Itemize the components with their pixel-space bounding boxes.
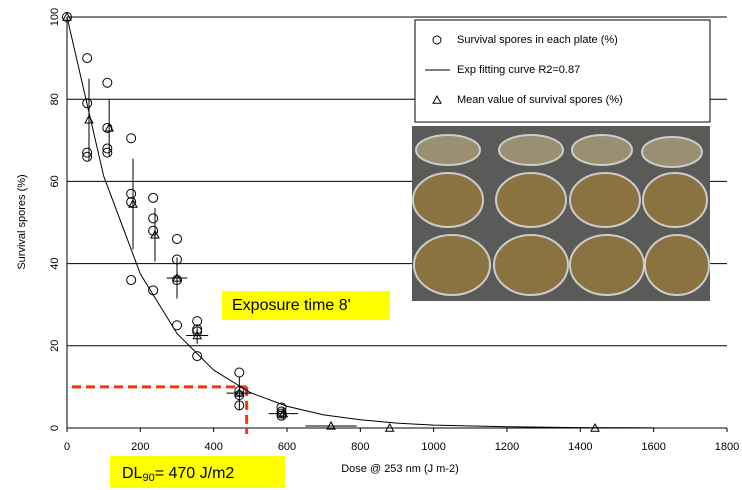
x-tick-label: 1600 — [641, 441, 665, 453]
x-tick-label: 1000 — [421, 441, 445, 453]
x-tick-label: 800 — [351, 441, 369, 453]
x-axis-label: Dose @ 253 nm (J m-2) — [341, 463, 459, 475]
y-tick-label: 100 — [49, 8, 61, 26]
data-point — [83, 54, 92, 63]
x-tick-label: 200 — [131, 441, 149, 453]
data-point — [235, 368, 244, 377]
y-tick-label: 0 — [49, 425, 61, 431]
data-point — [149, 214, 158, 223]
x-tick-label: 600 — [278, 441, 296, 453]
annotation: DL90= 470 J/m2 — [122, 465, 234, 484]
data-point — [127, 134, 136, 143]
data-point — [149, 193, 158, 202]
x-tick-label: 1400 — [568, 441, 592, 453]
y-tick-label: 60 — [49, 175, 61, 187]
y-tick-label: 40 — [49, 257, 61, 269]
y-tick-label: 80 — [49, 93, 61, 105]
x-tick-label: 1800 — [715, 441, 739, 453]
x-tick-label: 400 — [204, 441, 222, 453]
data-point — [193, 317, 202, 326]
legend-label: Survival spores in each plate (%) — [457, 34, 618, 46]
data-point — [173, 234, 182, 243]
data-point — [127, 189, 136, 198]
annotation: Exposure time 8' — [232, 297, 351, 314]
data-point — [127, 276, 136, 285]
legend-label: Mean value of survival spores (%) — [457, 94, 623, 106]
y-tick-label: 20 — [49, 340, 61, 352]
data-point — [103, 78, 112, 87]
photo — [412, 126, 710, 301]
x-tick-label: 1200 — [495, 441, 519, 453]
x-tick-label: 0 — [64, 441, 70, 453]
legend-label: Exp fitting curve R2=0.87 — [457, 64, 580, 76]
y-axis-label: Survival spores (%) — [16, 174, 28, 269]
chart: Survival spores (%) Dose @ 253 nm (J m-2… — [0, 0, 742, 490]
